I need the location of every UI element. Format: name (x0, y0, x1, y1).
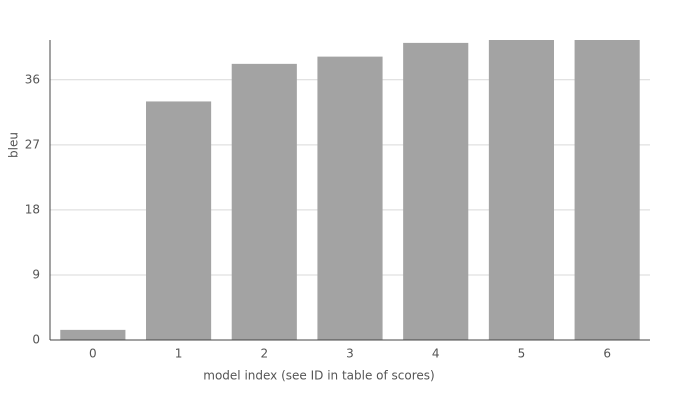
bar (146, 101, 212, 340)
bar (488, 40, 554, 340)
bar (403, 42, 469, 340)
x-tick-label: 6 (603, 347, 611, 361)
x-tick-label: 3 (346, 347, 354, 361)
y-tick-label: 27 (25, 137, 40, 151)
bar (231, 63, 297, 341)
x-tick-label: 0 (89, 347, 97, 361)
x-axis-label: model index (see ID in table of scores) (203, 369, 434, 383)
y-tick-label: 18 (25, 202, 40, 216)
bar (60, 329, 126, 340)
x-tick-label: 1 (175, 347, 183, 361)
y-tick-label: 9 (32, 267, 40, 281)
bar (574, 40, 640, 340)
y-tick-label: 36 (25, 72, 40, 86)
y-axis-label: bleu (7, 132, 21, 158)
x-tick-label: 5 (518, 347, 526, 361)
x-tick-label: 4 (432, 347, 440, 361)
y-tick-label: 0 (32, 333, 40, 347)
x-tick-label: 2 (260, 347, 268, 361)
bar (317, 56, 383, 341)
